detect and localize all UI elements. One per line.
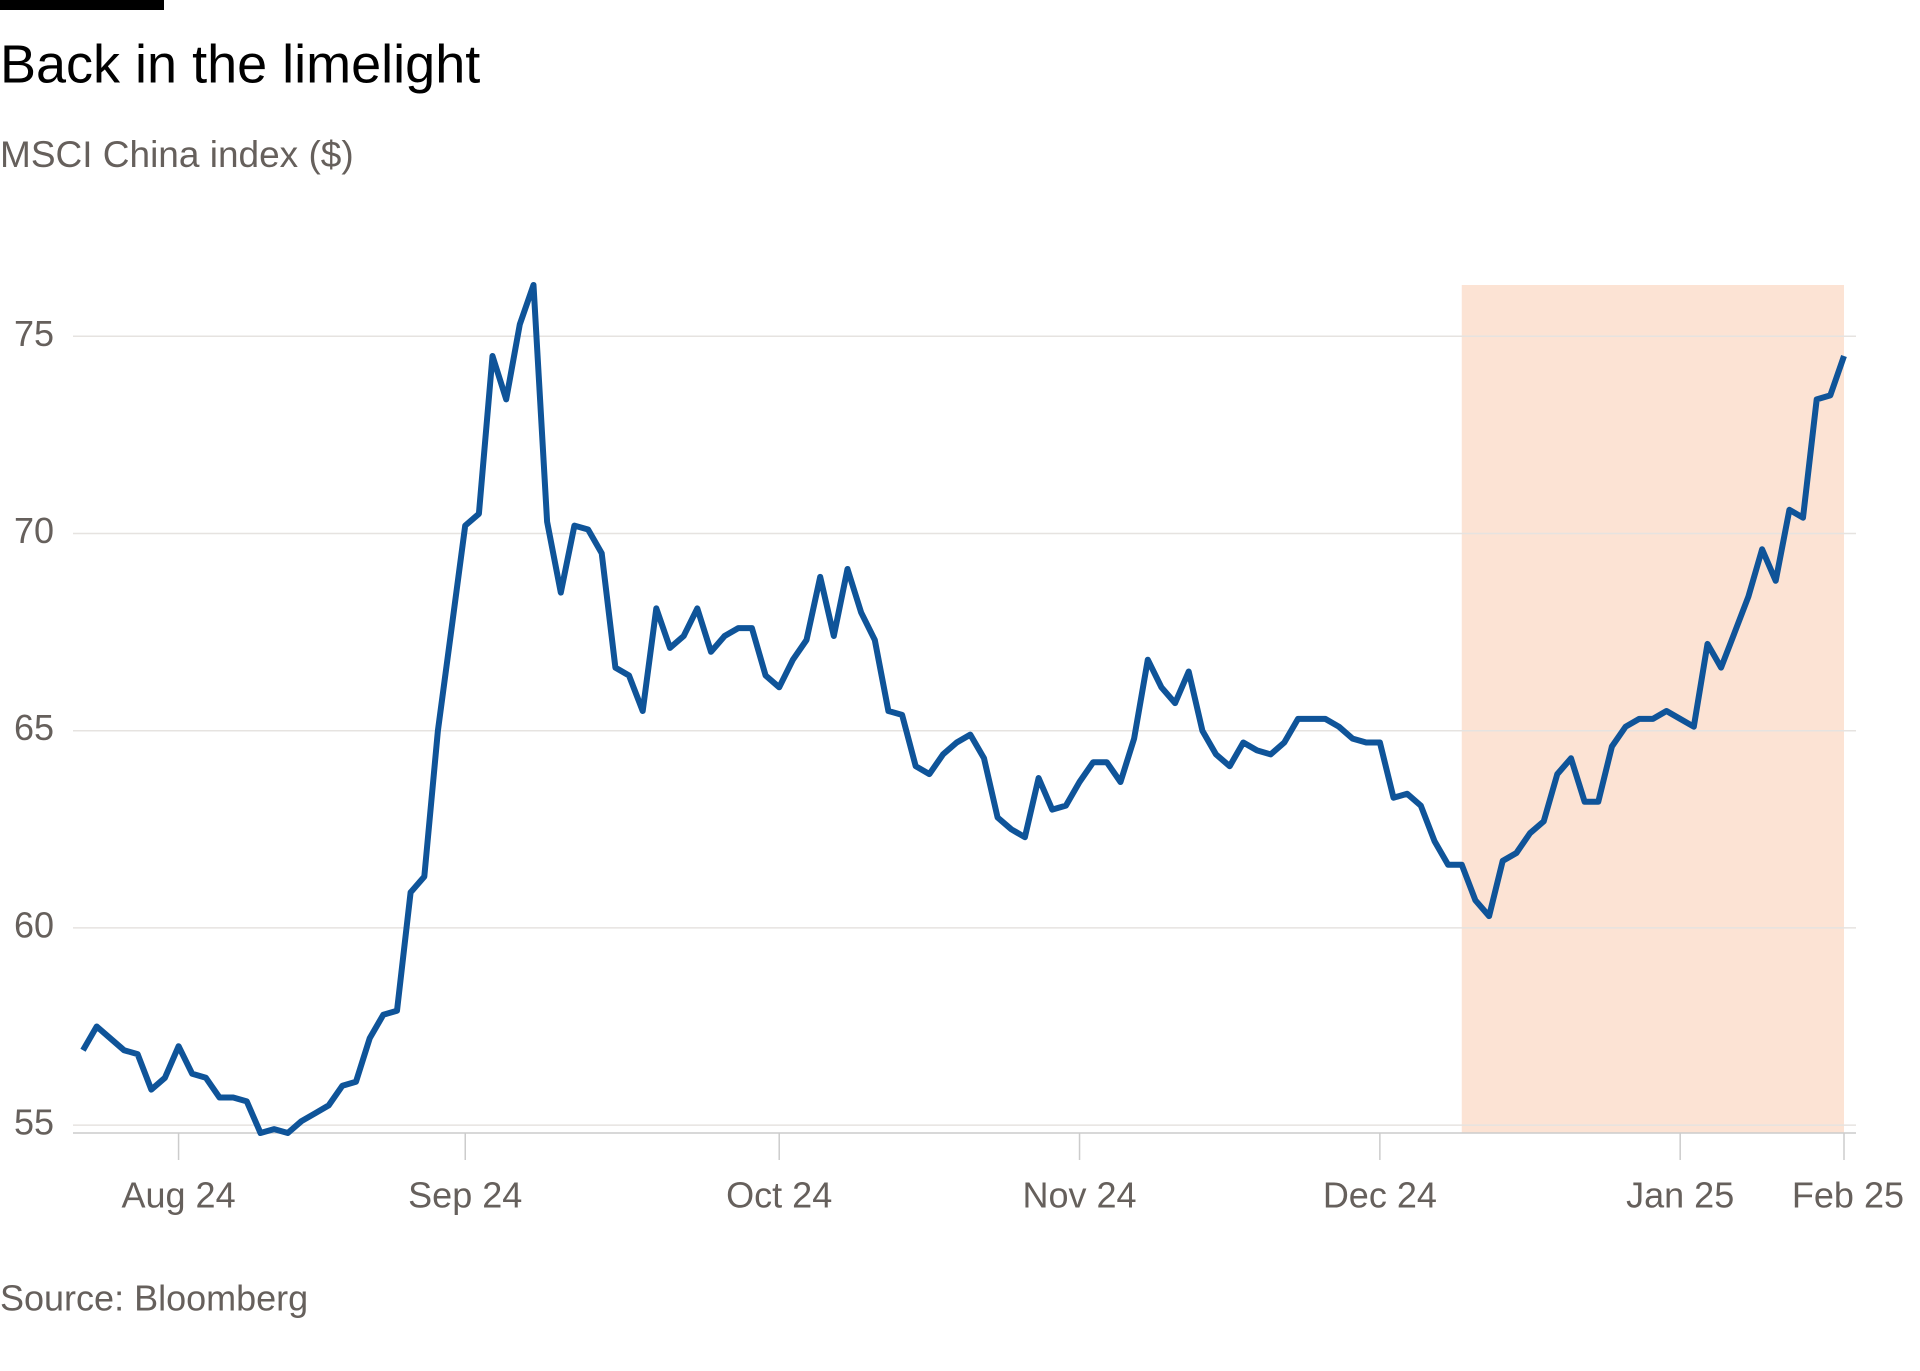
chart-subtitle: MSCI China index ($) xyxy=(0,134,354,175)
y-tick-label: 60 xyxy=(14,904,54,945)
source: Source: Bloomberg xyxy=(0,1278,308,1319)
x-tick-label: Aug 24 xyxy=(122,1175,236,1216)
highlight-band xyxy=(1461,285,1844,1133)
x-tick-label: Dec 24 xyxy=(1323,1175,1437,1216)
chart-title: Back in the limelight xyxy=(0,34,480,94)
brand-bar xyxy=(0,0,164,10)
x-tick-label: Nov 24 xyxy=(1022,1175,1136,1216)
x-tick-label: Feb 25 xyxy=(1792,1175,1904,1216)
x-tick-label: Sep 24 xyxy=(408,1175,522,1216)
y-tick-label: 75 xyxy=(14,313,54,354)
line-series xyxy=(80,282,1847,1136)
y-tick-label: 55 xyxy=(14,1102,54,1143)
y-tick-label: 65 xyxy=(14,707,54,748)
y-tick-label: 70 xyxy=(14,510,54,551)
x-tick-label: Jan 25 xyxy=(1626,1175,1734,1216)
x-tick-label: Oct 24 xyxy=(726,1175,832,1216)
